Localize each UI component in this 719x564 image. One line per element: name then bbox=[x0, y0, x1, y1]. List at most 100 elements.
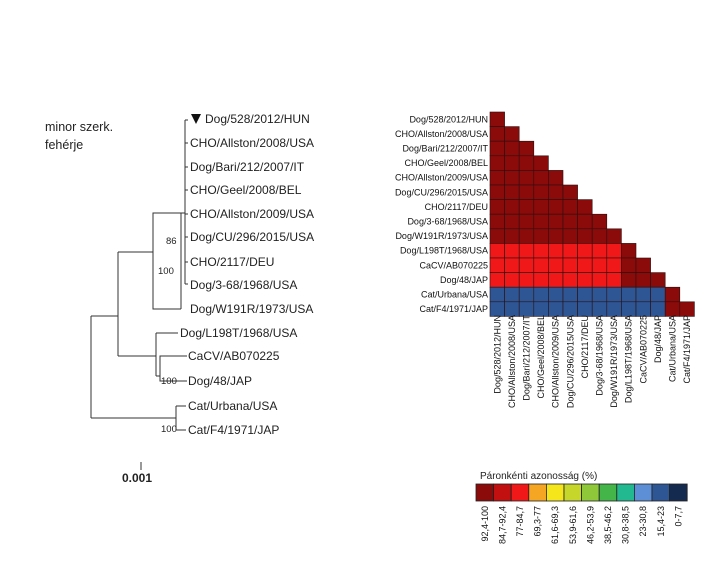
heatmap-cell bbox=[591, 243, 608, 259]
heatmap-cell bbox=[562, 228, 578, 244]
heatmap-row-label: CaCV/AB070225 bbox=[419, 260, 488, 270]
leaf-label: CHO/Allston/2009/USA bbox=[190, 207, 314, 221]
heatmap-cell bbox=[562, 213, 578, 230]
heatmap-cell bbox=[504, 199, 520, 215]
heatmap-cell bbox=[664, 286, 681, 303]
heatmap-row-label: Dog/48/JAP bbox=[440, 275, 488, 285]
heatmap-column-label: Dog/3-68/1968/USA bbox=[595, 315, 605, 396]
leaf-label: Cat/F4/1971/JAP bbox=[188, 423, 279, 437]
heatmap-cell bbox=[489, 170, 505, 186]
heatmap-column-label: Dog/L198T/1968/USA bbox=[624, 315, 634, 403]
heatmap-cell bbox=[548, 213, 564, 230]
heatmap-row-label: Dog/528/2012/HUN bbox=[409, 114, 488, 124]
heatmap-cell bbox=[635, 272, 651, 288]
bootstrap-value: 100 bbox=[158, 266, 174, 277]
heatmap-cell bbox=[548, 243, 564, 259]
heatmap-cell bbox=[591, 228, 608, 244]
heatmap-cell bbox=[577, 243, 593, 259]
heatmap-column-label: Dog/48/JAP bbox=[653, 315, 663, 363]
heatmap-cell bbox=[518, 272, 535, 288]
heatmap-cell bbox=[489, 199, 505, 215]
heatmap-cell bbox=[533, 301, 549, 317]
leaf-label: Cat/Urbana/USA bbox=[188, 399, 277, 413]
heatmap-cell bbox=[548, 170, 564, 186]
heatmap-cell bbox=[621, 286, 637, 303]
heatmap-cell bbox=[635, 257, 651, 273]
heatmap-cell bbox=[591, 213, 608, 230]
heatmap-cell bbox=[591, 301, 608, 317]
heatmap-cell bbox=[562, 184, 578, 200]
tree-title-line-1: minor szerk. bbox=[45, 120, 113, 134]
heatmap-cell bbox=[533, 170, 549, 186]
heatmap-cell bbox=[562, 243, 578, 259]
heatmap-cell bbox=[548, 257, 564, 273]
heatmap-cell bbox=[489, 111, 505, 127]
heatmap-cell bbox=[504, 170, 520, 186]
heatmap-cell bbox=[548, 199, 564, 215]
heatmap-column-label: CaCV/AB070225 bbox=[638, 315, 648, 384]
heatmap-cell bbox=[548, 301, 564, 317]
legend-swatch bbox=[634, 483, 653, 502]
heatmap-cell bbox=[664, 301, 681, 317]
heatmap-cell bbox=[533, 272, 549, 288]
highlight-triangle-icon bbox=[191, 114, 201, 124]
heatmap-column-label: Cat/F4/1971/JAP bbox=[682, 315, 692, 384]
heatmap-cell bbox=[518, 155, 535, 171]
legend-label: 92,4-100 bbox=[480, 506, 490, 542]
heatmap-column-label: CHO/Geel/2008/BEL bbox=[536, 315, 546, 399]
legend-swatch bbox=[510, 483, 530, 502]
heatmap-column-label: Cat/Urbana/USA bbox=[668, 315, 678, 382]
legend-swatch bbox=[475, 483, 495, 502]
heatmap-cell bbox=[621, 301, 637, 317]
heatmap-column-label: Dog/528/2012/HUN bbox=[492, 315, 502, 394]
heatmap-cell bbox=[562, 286, 578, 303]
tree-title-line-2: fehérje bbox=[45, 138, 83, 152]
heatmap-cell bbox=[489, 286, 505, 303]
heatmap-cell bbox=[548, 286, 564, 303]
heatmap-cell bbox=[562, 257, 578, 273]
scale-label: 0.001 bbox=[122, 471, 152, 485]
legend-label: 30,8-38,5 bbox=[621, 506, 631, 544]
heatmap-row-label: Dog/W191R/1973/USA bbox=[395, 231, 488, 241]
legend-swatch bbox=[669, 483, 688, 502]
heatmap-cell bbox=[489, 257, 505, 273]
heatmap-cell bbox=[591, 286, 608, 303]
leaf-label: Dog/CU/296/2015/USA bbox=[190, 230, 314, 244]
tree-leaf-labels: Dog/528/2012/HUN CHO/Allston/2008/USA Do… bbox=[180, 112, 314, 437]
heatmap-row-label: CHO/2117/DEU bbox=[425, 202, 488, 212]
heatmap-row-label: CHO/Allston/2009/USA bbox=[395, 173, 488, 183]
heatmap-cell bbox=[562, 301, 578, 317]
heatmap-cell bbox=[577, 301, 593, 317]
legend-swatch bbox=[581, 483, 600, 502]
heatmap-cell bbox=[518, 228, 535, 244]
heatmap-row-label: CHO/Allston/2008/USA bbox=[395, 129, 488, 139]
legend-label: 23-30,8 bbox=[638, 506, 648, 537]
heatmap-cell bbox=[533, 155, 549, 171]
heatmap-cell bbox=[591, 272, 608, 288]
heatmap-cell bbox=[533, 286, 549, 303]
heatmap-column-label: Dog/CU/296/2015/USA bbox=[565, 315, 575, 408]
leaf-label: CHO/Allston/2008/USA bbox=[190, 136, 314, 150]
legend-swatch bbox=[546, 483, 565, 502]
heatmap-cell bbox=[489, 301, 505, 317]
legend-swatch bbox=[651, 483, 671, 502]
heatmap-cell bbox=[504, 257, 520, 273]
heatmap-cell bbox=[548, 272, 564, 288]
heatmap-cell bbox=[518, 184, 535, 200]
heatmap-cell bbox=[504, 126, 520, 142]
bootstrap-value: 100 bbox=[161, 376, 177, 387]
legend-label: 69,3-77 bbox=[533, 506, 543, 537]
heatmap-cell bbox=[606, 228, 622, 244]
legend-swatch bbox=[616, 483, 635, 502]
heatmap-cell bbox=[533, 228, 549, 244]
inner-branch bbox=[117, 251, 156, 357]
heatmap-row-label: Cat/Urbana/USA bbox=[421, 290, 488, 300]
heatmap-cell bbox=[606, 257, 622, 273]
heatmap-cell bbox=[533, 243, 549, 259]
heatmap-cell bbox=[635, 301, 651, 317]
leaf-label: Dog/L198T/1968/USA bbox=[180, 326, 297, 340]
identity-legend: Páronkénti azonosság (%) 92,4-100 84,7-92… bbox=[475, 471, 688, 544]
heatmap-cell bbox=[533, 199, 549, 215]
heatmap-cell bbox=[489, 228, 505, 244]
